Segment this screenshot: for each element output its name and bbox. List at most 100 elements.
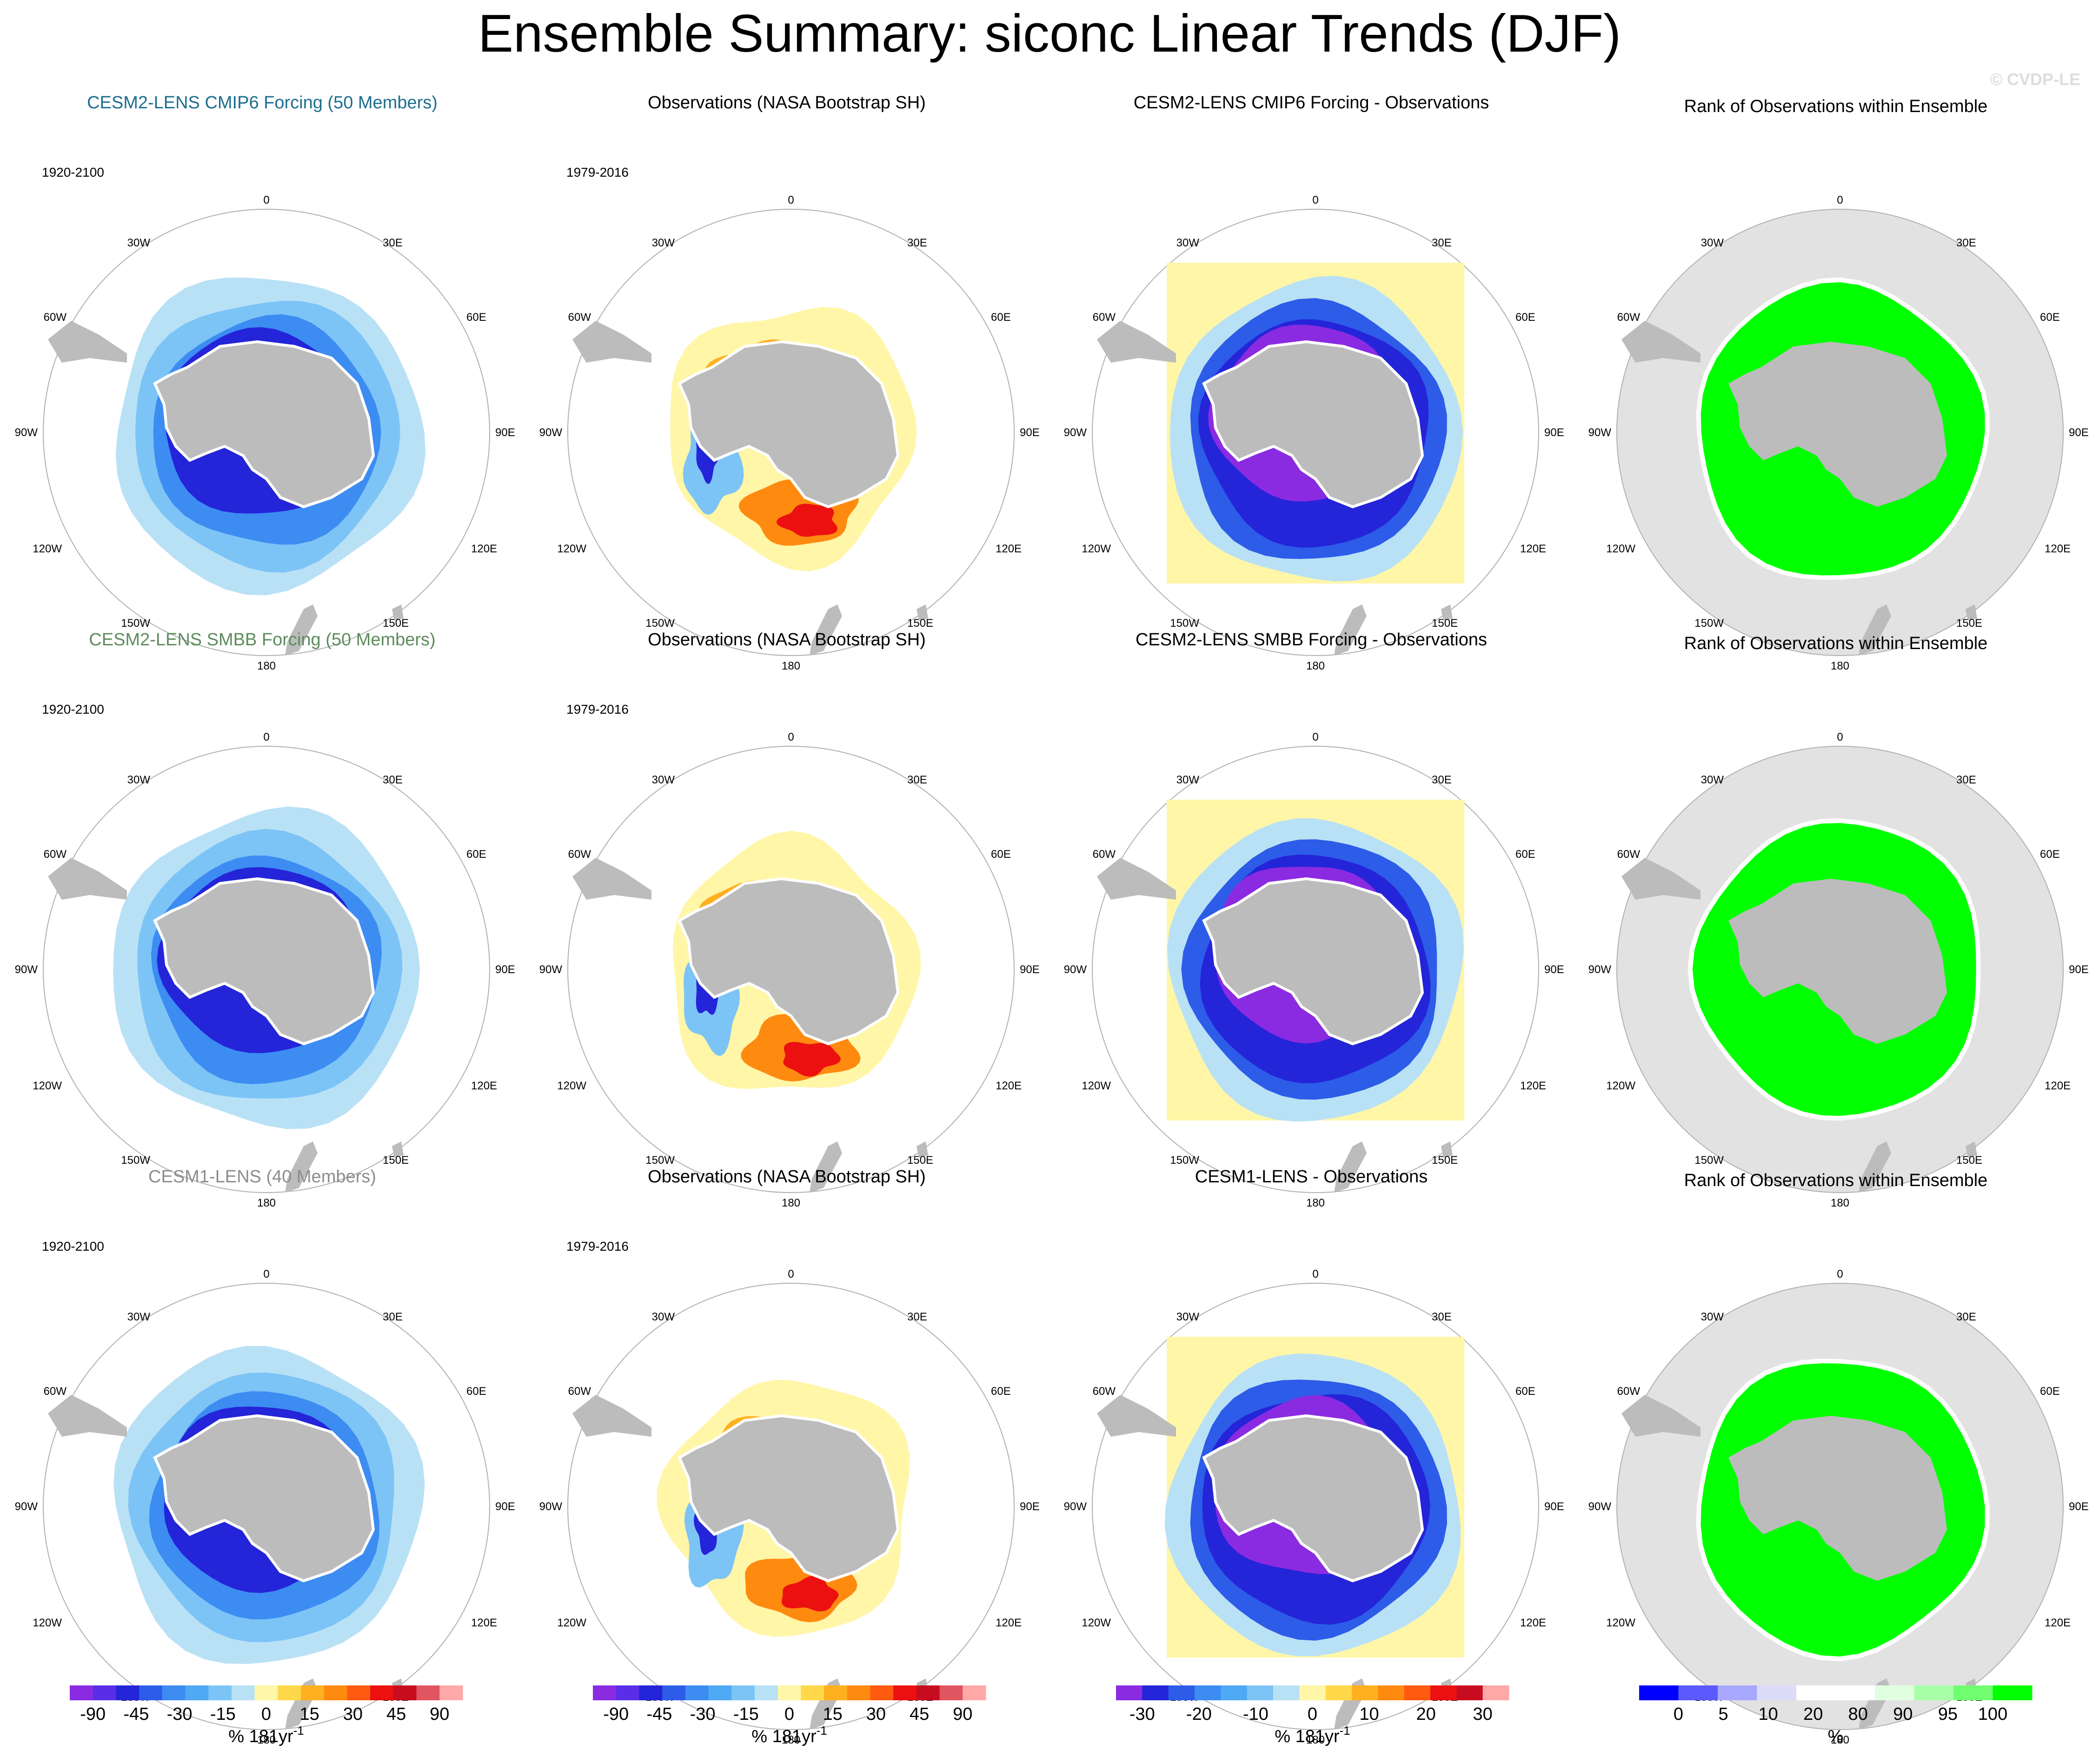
obs-ross-peak	[777, 504, 837, 537]
colorbar-swatch	[301, 1685, 325, 1700]
colorbar-tick: 90	[430, 1704, 449, 1724]
lon-label-mid-upper-right: 60E	[2040, 1385, 2060, 1398]
colorbar-swatch	[593, 1685, 617, 1700]
lon-label-right: 90E	[495, 963, 515, 976]
colorbar-swatch	[824, 1685, 848, 1700]
panel-rank-row1: 0 180 90W 90E 30W 30E 60W 60E 120W 120E 150W 150E Ra…	[1574, 70, 2098, 672]
colorbar-tick: 95	[1938, 1704, 1958, 1724]
colorbar-swatch	[777, 1685, 801, 1700]
lon-label-upper-right: 30E	[907, 1311, 927, 1323]
lon-label-mid-lower-left: 120W	[557, 1617, 586, 1629]
colorbar-swatch	[1221, 1685, 1248, 1700]
colorbar-tick: 20	[1803, 1704, 1823, 1724]
lon-label-upper-right: 30E	[1956, 1311, 1976, 1323]
lon-label-left: 90W	[539, 426, 563, 439]
colorbar-tick: 0	[1674, 1704, 1683, 1724]
colorbar-swatch	[93, 1685, 116, 1700]
panel-model-row1: 0 180 90W 90E 30W 30E 60W 60E 120W 120E 150W 150E CE…	[0, 70, 525, 672]
colorbar-swatch	[1993, 1685, 2033, 1700]
lon-label-upper-left: 30W	[652, 774, 675, 786]
new-zealand-land	[1859, 1141, 1891, 1193]
south-america-land	[48, 321, 127, 363]
colorbar-swatch	[1796, 1685, 1836, 1700]
south-america-land	[572, 321, 651, 363]
lon-label-lower-left: 150W	[645, 1154, 675, 1167]
lon-label-right: 90E	[495, 426, 515, 439]
colorbar-swatch	[370, 1685, 394, 1700]
lon-label-mid-upper-right: 60E	[1515, 1385, 1535, 1398]
panel-title: CESM2-LENS CMIP6 Forcing (50 Members)	[87, 93, 438, 113]
south-america-land	[572, 858, 651, 900]
south-america-land	[572, 1395, 651, 1437]
lon-label-left: 90W	[15, 1500, 38, 1513]
colorbar-tick: 0	[1308, 1704, 1317, 1724]
colorbar-tick: -30	[690, 1704, 716, 1724]
colorbar-tick: -15	[210, 1704, 236, 1724]
south-america-land	[48, 1395, 127, 1437]
colorbar-swatch	[1273, 1685, 1300, 1700]
lon-label-lower-left: 150W	[1170, 1154, 1199, 1167]
colorbar-unit: % 181yr-1	[228, 1724, 304, 1746]
lon-label-mid-lower-right: 120E	[471, 1617, 497, 1629]
lon-label-mid-upper-left: 60W	[1093, 1385, 1116, 1398]
colorbar-swatch	[963, 1685, 986, 1700]
lon-label-left: 90W	[15, 426, 38, 439]
lon-label-mid-lower-right: 120E	[471, 1080, 497, 1092]
colorbar-swatch	[731, 1685, 755, 1700]
difference-colorbar: -30 -20 -10 0 10 20 30 % 181yr-1	[1116, 1685, 1509, 1746]
panel-model-row2: 0 180 90W 90E 30W 30E 60W 60E 120W 120E 150W 150E CE…	[0, 607, 525, 1209]
colorbar-tick: 0	[261, 1704, 271, 1724]
south-america-land	[1621, 1395, 1700, 1437]
colorbar-tick: 100	[1978, 1704, 2007, 1724]
lon-label-top: 0	[1312, 731, 1318, 743]
colorbars-svg: -90 -45 -30 -15 0 15 30 45 90% 181yr-1-90 -45 -30-…	[70, 1685, 2033, 1746]
colorbar-swatch	[1482, 1685, 1509, 1700]
lon-label-upper-right: 30E	[383, 774, 403, 786]
colorbar-tick: 30	[866, 1704, 886, 1724]
colorbar-swatch	[1142, 1685, 1169, 1700]
colorbar-swatch	[1247, 1685, 1274, 1700]
lon-label-upper-left: 30W	[1176, 237, 1200, 249]
colorbar-tick: 10	[1759, 1704, 1778, 1724]
obs-ross-peak	[781, 1575, 839, 1611]
panel-obs-row2: 0 180 90W 90E 30W 30E 60W 60E 120W 120E 150W 150E Ob…	[525, 607, 1049, 1209]
colorbar-swatch	[1378, 1685, 1405, 1700]
colorbar-swatch	[1875, 1685, 1914, 1700]
lon-label-upper-left: 30W	[652, 237, 675, 249]
panel-title: CESM2-LENS SMBB Forcing (50 Members)	[89, 630, 436, 650]
lon-label-top: 0	[1837, 731, 1843, 743]
lon-label-mid-upper-right: 60E	[466, 848, 486, 861]
south-america-land	[1097, 1395, 1176, 1437]
lon-label-mid-upper-right: 60E	[2040, 848, 2060, 861]
lon-label-lower-left: 150W	[121, 617, 150, 630]
panel-period: 1920-2100	[42, 702, 104, 716]
antarctica-land	[679, 342, 898, 507]
lon-label-mid-lower-right: 120E	[2045, 1617, 2071, 1629]
lon-label-mid-lower-right: 120E	[1520, 1080, 1546, 1092]
lon-label-top: 0	[263, 194, 269, 206]
colorbar-swatch	[1835, 1685, 1875, 1700]
colorbar-swatch	[116, 1685, 139, 1700]
new-zealand-land	[1334, 604, 1367, 656]
panel-period: 1979-2016	[566, 1239, 629, 1253]
colorbar-swatch	[1116, 1685, 1142, 1700]
colorbar-swatch	[70, 1685, 93, 1700]
lon-label-right: 90E	[2069, 1500, 2089, 1513]
lon-label-upper-left: 30W	[127, 237, 151, 249]
colorbar-swatch	[439, 1685, 463, 1700]
lon-label-lower-right: 150E	[907, 617, 933, 630]
lon-label-lower-left: 150W	[1694, 617, 1724, 630]
lon-label-lower-right: 150E	[383, 1154, 409, 1167]
colorbar-tick: 90	[953, 1704, 972, 1724]
colorbar-tick: 45	[910, 1704, 929, 1724]
lon-label-lower-left: 150W	[1694, 1154, 1724, 1167]
colorbar-tick: 5	[1719, 1704, 1728, 1724]
lon-label-bottom: 180	[257, 1734, 276, 1746]
tasmania-land	[1441, 1141, 1453, 1158]
lon-label-mid-lower-right: 120E	[1520, 1617, 1546, 1629]
